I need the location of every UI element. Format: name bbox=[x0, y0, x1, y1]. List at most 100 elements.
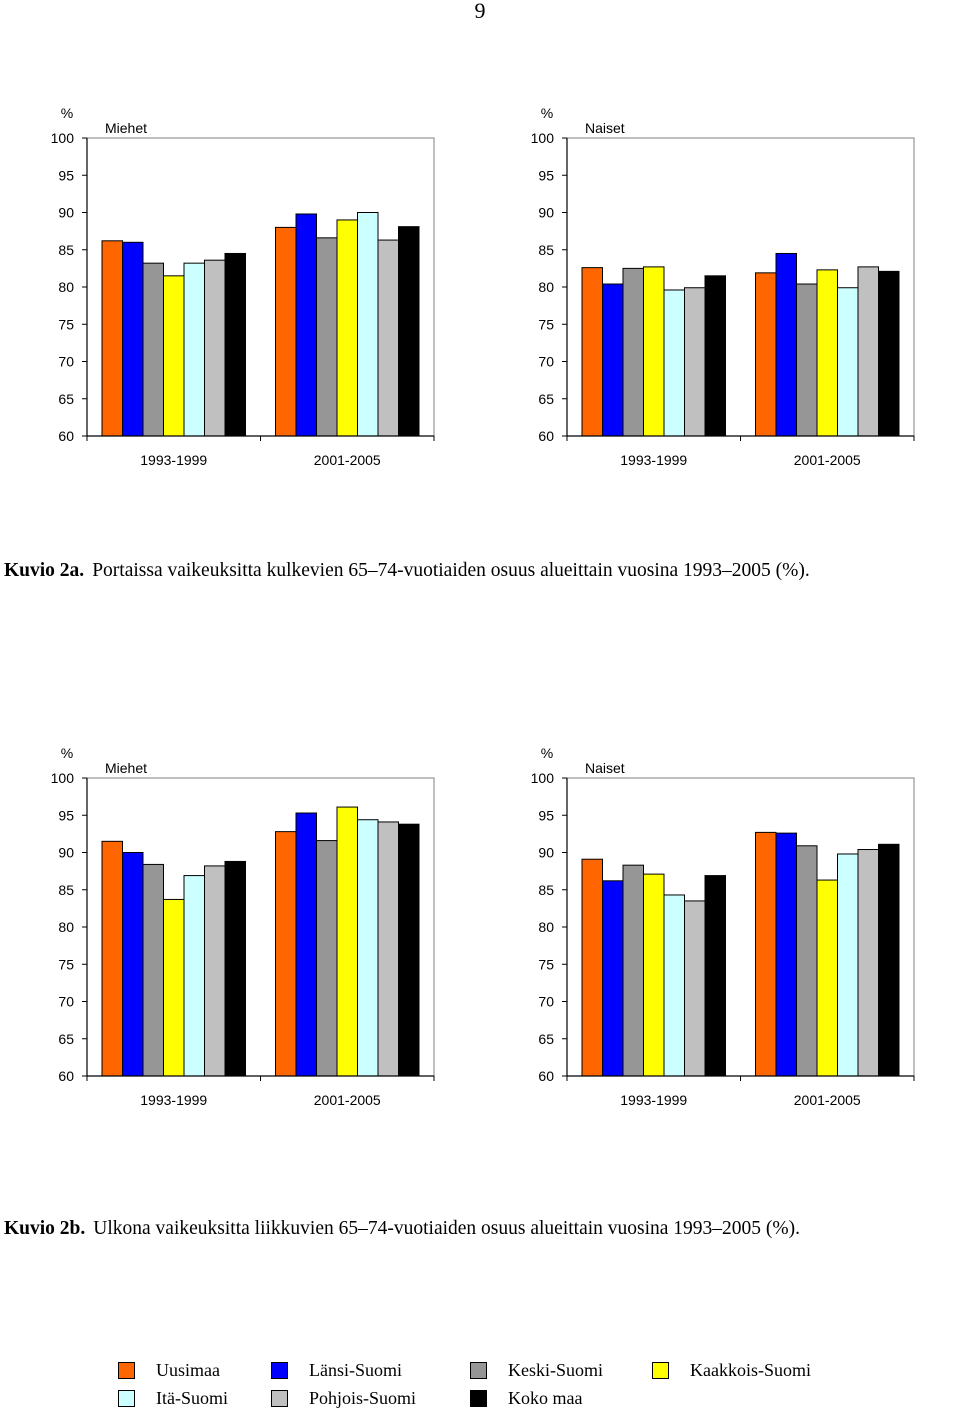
x-tick-label: 2001-2005 bbox=[794, 1092, 861, 1108]
chart-2a-naiset: % Naiset 60 65 70 75 80 85 90 95 100 1993-1999 2001-… bbox=[531, 105, 915, 468]
bar-keski-suomi-2001-2005 bbox=[316, 237, 338, 437]
bar-uusimaa-2001-2005 bbox=[755, 831, 777, 1077]
bar-koko-maa-2001-2005 bbox=[398, 226, 420, 437]
y-tick-label: 90 bbox=[538, 205, 554, 221]
legend-item-uusimaa: Uusimaa bbox=[118, 1360, 220, 1380]
bar-keski-suomi-2001-2005 bbox=[796, 845, 818, 1077]
bar-koko-maa-2001-2005 bbox=[878, 270, 900, 437]
bar-koko-maa-2001-2005 bbox=[398, 823, 420, 1077]
chart-title: Naiset bbox=[585, 760, 625, 776]
caption-2b-text: Ulkona vaikeuksitta liikkuvien 65–74-vuo… bbox=[93, 1218, 801, 1239]
caption-2b-label: Kuvio 2b. bbox=[4, 1218, 86, 1239]
bar-uusimaa-2001-2005 bbox=[275, 226, 297, 437]
bar-pohjois-suomi-2001-2005 bbox=[377, 821, 399, 1077]
y-tick-label: 90 bbox=[538, 845, 554, 861]
y-tick-label: 85 bbox=[58, 882, 74, 898]
y-tick-label: 65 bbox=[58, 1031, 74, 1047]
bar-keski-suomi-2001-2005 bbox=[316, 840, 338, 1077]
legend-swatch-ita-suomi bbox=[118, 1389, 135, 1407]
chart-title: Miehet bbox=[105, 120, 147, 136]
chart-2b-naiset: % Naiset 60 65 70 75 80 85 90 95 100 1993-1999 2001-… bbox=[531, 745, 915, 1108]
bar-ita-suomi-1993-1999 bbox=[183, 262, 205, 437]
page-number: 9 bbox=[474, 0, 486, 23]
bar-lansi-suomi-2001-2005 bbox=[775, 832, 797, 1077]
bar-kaakkois-suomi-1993-1999 bbox=[643, 873, 665, 1077]
bar-pohjois-suomi-1993-1999 bbox=[204, 259, 226, 437]
x-tick-label: 1993-1999 bbox=[140, 452, 207, 468]
bar-kaakkois-suomi-2001-2005 bbox=[816, 269, 838, 437]
y-tick-label: 80 bbox=[58, 919, 74, 935]
y-tick-label: 65 bbox=[58, 391, 74, 407]
y-tick-label: 60 bbox=[58, 428, 74, 444]
y-tick-label: 60 bbox=[58, 1068, 74, 1084]
legend-item-pohjois-suomi: Pohjois-Suomi bbox=[271, 1388, 416, 1408]
bar-kaakkois-suomi-1993-1999 bbox=[643, 266, 665, 437]
chart-title: Miehet bbox=[105, 760, 147, 776]
x-tick-label: 1993-1999 bbox=[140, 1092, 207, 1108]
x-tick-label: 2001-2005 bbox=[314, 1092, 381, 1108]
y-unit-label: % bbox=[61, 105, 73, 121]
bar-keski-suomi-1993-1999 bbox=[142, 262, 164, 437]
x-tick-label: 2001-2005 bbox=[794, 452, 861, 468]
bar-uusimaa-1993-1999 bbox=[101, 840, 123, 1077]
y-tick-label: 95 bbox=[538, 807, 554, 823]
legend-swatch-pohjois-suomi bbox=[271, 1389, 288, 1407]
legend-label-koko-maa: Koko maa bbox=[508, 1387, 583, 1408]
y-tick-label: 80 bbox=[538, 919, 554, 935]
caption-2a-text: Portaissa vaikeuksitta kulkevien 65–74-v… bbox=[92, 560, 810, 581]
bar-keski-suomi-1993-1999 bbox=[142, 863, 164, 1077]
y-tick-label: 95 bbox=[538, 167, 554, 183]
y-tick-label: 100 bbox=[531, 770, 555, 786]
bar-ita-suomi-1993-1999 bbox=[663, 894, 685, 1077]
y-tick-label: 70 bbox=[58, 994, 74, 1010]
bar-kaakkois-suomi-1993-1999 bbox=[163, 898, 185, 1077]
chart-title: Naiset bbox=[585, 120, 625, 136]
y-tick-label: 95 bbox=[58, 167, 74, 183]
bar-lansi-suomi-1993-1999 bbox=[122, 852, 144, 1077]
legend-swatch-uusimaa bbox=[118, 1361, 135, 1379]
bar-koko-maa-1993-1999 bbox=[224, 860, 246, 1077]
bar-lansi-suomi-2001-2005 bbox=[775, 252, 797, 437]
bar-pohjois-suomi-2001-2005 bbox=[857, 849, 879, 1077]
y-tick-label: 100 bbox=[51, 130, 75, 146]
bar-lansi-suomi-1993-1999 bbox=[122, 241, 144, 437]
x-tick-label: 1993-1999 bbox=[620, 1092, 687, 1108]
y-unit-label: % bbox=[541, 745, 553, 761]
bar-lansi-suomi-1993-1999 bbox=[602, 283, 624, 437]
y-tick-label: 60 bbox=[538, 428, 554, 444]
bar-ita-suomi-2001-2005 bbox=[837, 853, 859, 1077]
legend-item-kaakkois-suomi: Kaakkois-Suomi bbox=[652, 1360, 811, 1380]
chart-2a-miehet: % Miehet 60 65 70 75 80 85 90 95 100 1993-1999 2001-… bbox=[51, 105, 435, 468]
y-tick-label: 85 bbox=[538, 242, 554, 258]
y-tick-label: 70 bbox=[538, 354, 554, 370]
bar-pohjois-suomi-2001-2005 bbox=[377, 239, 399, 437]
bar-koko-maa-1993-1999 bbox=[704, 275, 726, 437]
y-tick-label: 65 bbox=[538, 1031, 554, 1047]
legend-swatch-koko-maa bbox=[470, 1389, 487, 1407]
bar-koko-maa-1993-1999 bbox=[224, 252, 246, 437]
y-tick-label: 90 bbox=[58, 205, 74, 221]
bar-uusimaa-1993-1999 bbox=[581, 267, 603, 437]
legend-swatch-keski-suomi bbox=[470, 1361, 487, 1379]
legend-item-lansi-suomi: Länsi-Suomi bbox=[271, 1360, 402, 1380]
caption-2b: Kuvio 2b. Ulkona vaikeuksitta liikkuvien … bbox=[4, 1218, 960, 1240]
bar-ita-suomi-1993-1999 bbox=[183, 875, 205, 1077]
bar-pohjois-suomi-1993-1999 bbox=[684, 900, 706, 1077]
y-tick-label: 60 bbox=[538, 1068, 554, 1084]
bar-pohjois-suomi-1993-1999 bbox=[204, 865, 226, 1077]
x-tick-label: 1993-1999 bbox=[620, 452, 687, 468]
bar-kaakkois-suomi-1993-1999 bbox=[163, 275, 185, 437]
legend-swatch-kaakkois-suomi bbox=[652, 1361, 669, 1379]
y-tick-label: 75 bbox=[538, 316, 554, 332]
bar-kaakkois-suomi-2001-2005 bbox=[336, 219, 358, 437]
chart-2b-miehet: % Miehet 60 65 70 75 80 85 90 95 100 1993-1999 2001-… bbox=[51, 745, 435, 1108]
y-tick-label: 70 bbox=[58, 354, 74, 370]
y-tick-label: 80 bbox=[538, 279, 554, 295]
bar-keski-suomi-1993-1999 bbox=[622, 864, 644, 1077]
y-tick-label: 75 bbox=[538, 956, 554, 972]
bar-kaakkois-suomi-2001-2005 bbox=[336, 806, 358, 1077]
y-unit-label: % bbox=[541, 105, 553, 121]
y-tick-label: 90 bbox=[58, 845, 74, 861]
bar-lansi-suomi-2001-2005 bbox=[295, 812, 317, 1077]
bar-uusimaa-2001-2005 bbox=[755, 272, 777, 437]
